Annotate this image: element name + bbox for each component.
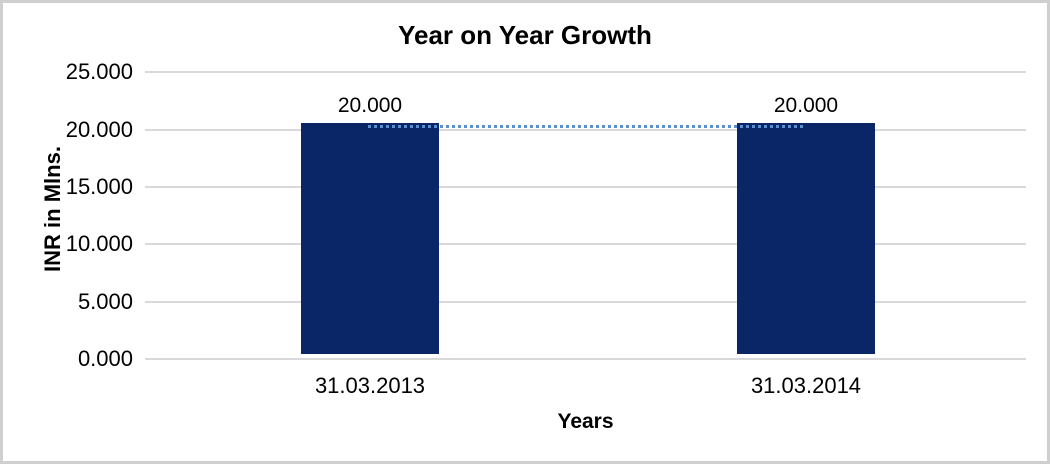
y-tick-label: 20.000 [65,117,133,142]
trendline-dotted [368,125,806,128]
y-tick-label: 0.000 [77,346,133,371]
gridline-25000 [145,71,1026,73]
data-label: 20.000 [773,94,839,117]
category-label-2013: 31.03.2013 [314,373,426,398]
x-axis-title: Years [557,410,614,433]
data-label: 20.000 [337,94,403,117]
y-tick-label: 15.000 [65,174,133,199]
gridline-20000 [145,129,1026,131]
bar-31-03-2013 [301,123,439,354]
gridline-0000 [145,358,1026,360]
chart-title: Year on Year Growth [398,20,652,50]
y-tick-label: 25.000 [65,59,133,84]
y-tick-label: 10.000 [65,231,133,256]
gridline-10000 [145,243,1026,245]
gridline-5000 [145,301,1026,303]
y-tick-label: 5.000 [77,289,133,314]
category-label-2014: 31.03.2014 [750,373,862,398]
gridline-15000 [145,186,1026,188]
bar-31-03-2014 [737,123,875,354]
y-axis-title: INR in Mlns. [40,146,65,272]
